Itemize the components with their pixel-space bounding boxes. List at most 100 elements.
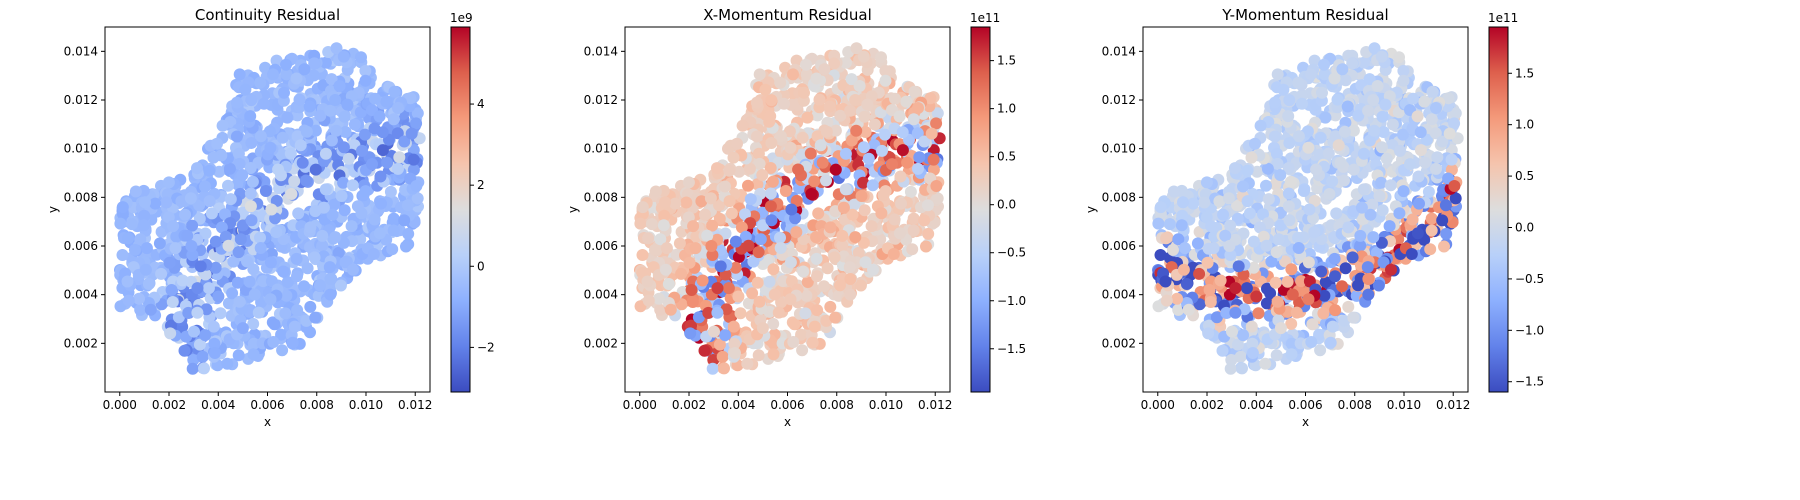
data-point bbox=[850, 42, 863, 55]
data-point bbox=[139, 196, 151, 209]
data-point bbox=[232, 147, 245, 160]
data-point bbox=[713, 212, 726, 225]
data-point bbox=[1397, 74, 1410, 87]
data-point bbox=[258, 97, 270, 110]
data-point bbox=[1229, 282, 1242, 295]
data-point bbox=[359, 128, 371, 141]
data-point bbox=[1354, 239, 1367, 252]
data-point bbox=[1412, 170, 1425, 183]
data-point bbox=[778, 97, 790, 110]
data-point bbox=[325, 73, 338, 86]
data-point bbox=[337, 176, 350, 189]
data-point bbox=[199, 180, 211, 193]
data-point bbox=[739, 230, 752, 243]
data-point bbox=[764, 162, 777, 174]
data-point bbox=[767, 317, 780, 330]
data-point bbox=[144, 303, 157, 316]
data-point bbox=[296, 156, 309, 169]
data-point bbox=[854, 279, 867, 292]
data-point bbox=[711, 282, 724, 295]
data-point bbox=[752, 147, 765, 160]
data-point bbox=[286, 336, 299, 349]
data-point bbox=[163, 256, 176, 269]
data-point bbox=[1259, 357, 1272, 370]
data-point bbox=[704, 192, 717, 205]
data-point bbox=[799, 307, 812, 320]
data-point bbox=[814, 139, 827, 152]
data-point bbox=[193, 199, 206, 212]
data-point bbox=[316, 239, 329, 252]
data-point bbox=[407, 153, 420, 166]
data-point bbox=[244, 187, 257, 200]
data-point bbox=[247, 263, 260, 276]
colorbar-tick-label: 1.5 bbox=[1515, 66, 1534, 80]
data-point bbox=[300, 125, 313, 138]
data-point bbox=[263, 125, 276, 138]
data-point bbox=[285, 188, 298, 200]
data-point bbox=[1180, 278, 1193, 290]
data-point bbox=[731, 137, 743, 150]
colorbar-tick-label: 1.0 bbox=[1515, 118, 1534, 132]
data-point bbox=[230, 130, 243, 143]
data-point bbox=[711, 162, 723, 175]
data-point bbox=[224, 193, 237, 206]
data-point bbox=[859, 256, 872, 269]
data-point bbox=[1367, 231, 1380, 244]
data-point bbox=[636, 201, 649, 214]
data-point bbox=[805, 188, 818, 200]
data-point bbox=[1204, 296, 1217, 308]
data-point bbox=[134, 233, 147, 246]
data-point bbox=[1375, 236, 1388, 249]
data-point bbox=[896, 144, 909, 157]
data-point bbox=[849, 231, 862, 244]
data-point bbox=[1163, 218, 1176, 231]
data-point bbox=[1241, 195, 1254, 208]
data-point bbox=[1332, 139, 1345, 152]
data-point bbox=[696, 274, 709, 287]
data-point bbox=[1290, 306, 1303, 319]
data-point bbox=[766, 175, 779, 188]
data-point bbox=[314, 279, 326, 292]
data-point bbox=[790, 54, 803, 67]
chart-title: X-Momentum Residual bbox=[703, 6, 872, 24]
data-point bbox=[713, 338, 726, 351]
data-point bbox=[373, 110, 386, 123]
data-point bbox=[1324, 336, 1337, 349]
data-point bbox=[207, 320, 220, 333]
data-point bbox=[265, 203, 278, 216]
data-point bbox=[337, 236, 350, 249]
data-point bbox=[756, 322, 769, 335]
data-point bbox=[1329, 270, 1341, 283]
data-point bbox=[1318, 58, 1330, 71]
data-point bbox=[879, 74, 892, 87]
data-point bbox=[752, 349, 765, 362]
data-point bbox=[1303, 203, 1316, 216]
data-point bbox=[858, 110, 871, 123]
data-point bbox=[1302, 293, 1315, 306]
data-point bbox=[368, 213, 381, 226]
data-point bbox=[1328, 72, 1341, 85]
data-point bbox=[753, 295, 766, 308]
data-point bbox=[1375, 176, 1388, 189]
data-point bbox=[275, 328, 288, 341]
data-point bbox=[122, 294, 135, 307]
data-point bbox=[387, 212, 400, 225]
data-point bbox=[257, 275, 270, 288]
data-point bbox=[219, 230, 232, 243]
data-point bbox=[337, 141, 350, 154]
data-point bbox=[309, 124, 322, 137]
data-point bbox=[164, 327, 177, 340]
data-point bbox=[1286, 288, 1299, 301]
data-point bbox=[342, 152, 355, 165]
data-point bbox=[784, 256, 797, 269]
x-tick-label: 0.002 bbox=[672, 398, 706, 412]
data-point bbox=[222, 297, 235, 310]
data-point bbox=[386, 243, 399, 256]
data-point bbox=[176, 274, 189, 287]
data-point bbox=[186, 219, 199, 232]
data-point bbox=[277, 265, 290, 278]
colorbar: 1.5 1.0 0.5 0.0 −0.5 −1.0 −1.5 1e11 bbox=[1488, 11, 1544, 393]
data-point bbox=[298, 280, 310, 293]
data-point bbox=[1245, 151, 1258, 164]
